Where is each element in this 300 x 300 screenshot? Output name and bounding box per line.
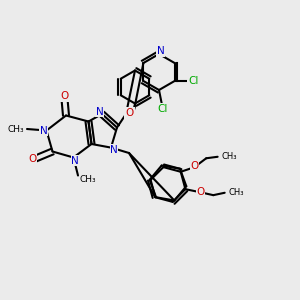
Text: CH₃: CH₃	[228, 188, 244, 197]
Text: CH₃: CH₃	[221, 152, 237, 161]
Text: O: O	[60, 91, 69, 101]
Text: Cl: Cl	[158, 103, 168, 114]
Text: O: O	[190, 161, 198, 171]
Text: O: O	[126, 107, 134, 118]
Text: O: O	[125, 109, 133, 119]
Text: N: N	[157, 46, 164, 56]
Text: N: N	[40, 125, 47, 136]
Text: CH₃: CH₃	[8, 124, 24, 134]
Text: O: O	[28, 154, 36, 164]
Text: N: N	[96, 106, 104, 117]
Text: N: N	[71, 155, 79, 166]
Text: Cl: Cl	[188, 76, 198, 86]
Text: O: O	[196, 187, 205, 197]
Text: N: N	[110, 145, 118, 155]
Text: CH₃: CH₃	[80, 176, 96, 184]
